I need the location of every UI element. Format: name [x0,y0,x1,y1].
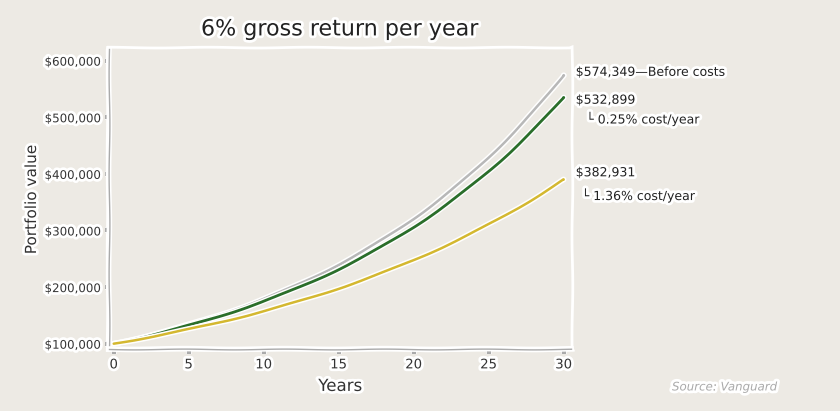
Title: 6% gross return per year: 6% gross return per year [201,19,480,39]
Text: └ 1.36% cost/year: └ 1.36% cost/year [582,188,695,203]
Text: $574,349—Before costs: $574,349—Before costs [575,66,725,79]
Text: └ 0.25% cost/year: └ 0.25% cost/year [586,111,700,127]
Y-axis label: Portfolio value: Portfolio value [24,144,39,254]
Text: $382,931: $382,931 [575,166,635,179]
Text: Source: Vanguard: Source: Vanguard [672,381,777,393]
X-axis label: Years: Years [318,377,362,395]
Text: $532,899: $532,899 [575,94,635,107]
